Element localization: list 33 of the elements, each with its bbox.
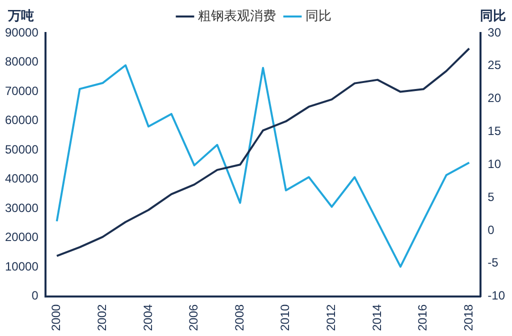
- legend-label: 同比: [306, 8, 332, 24]
- x-tick-label: 2008: [232, 304, 246, 332]
- y-tick-label: 90000: [4, 25, 39, 40]
- y2-tick-label: -5: [488, 256, 499, 270]
- y2-axis-title: 同比: [480, 8, 506, 23]
- y-tick-label: 10000: [4, 259, 39, 274]
- y2-tick-label: 20: [488, 91, 502, 106]
- y2-tick-label: 30: [488, 25, 502, 40]
- x-tick-label: 2014: [370, 304, 384, 332]
- x-tick-label: 2002: [94, 304, 109, 332]
- x-tick-label: 2010: [278, 304, 292, 332]
- x-tick-label: 2012: [324, 304, 338, 332]
- y-tick-label: 50000: [4, 142, 39, 156]
- y2-tick-label: 0: [488, 222, 495, 237]
- y-axis-title: 万吨: [7, 8, 34, 23]
- y-tick-label: 20000: [4, 230, 39, 244]
- y-tick-label: 40000: [4, 172, 39, 186]
- y-tick-label: 60000: [4, 113, 39, 128]
- x-tick-label: 2004: [140, 304, 155, 332]
- x-tick-label: 2018: [462, 304, 476, 332]
- y2-tick-label: -10: [488, 288, 506, 303]
- legend-label: 粗钢表观消费: [198, 8, 276, 24]
- y2-tick-label: 5: [488, 190, 495, 204]
- y-tick-label: 0: [32, 288, 39, 303]
- y-tick-label: 30000: [4, 200, 39, 215]
- x-tick-label: 2016: [416, 304, 430, 332]
- y-tick-label: 80000: [4, 54, 39, 69]
- y2-tick-label: 25: [488, 58, 502, 72]
- x-tick-label: 2000: [49, 304, 64, 332]
- y2-tick-label: 15: [488, 124, 502, 138]
- x-tick-label: 2006: [186, 304, 201, 332]
- y-tick-label: 70000: [4, 84, 39, 98]
- y2-tick-label: 10: [488, 156, 502, 171]
